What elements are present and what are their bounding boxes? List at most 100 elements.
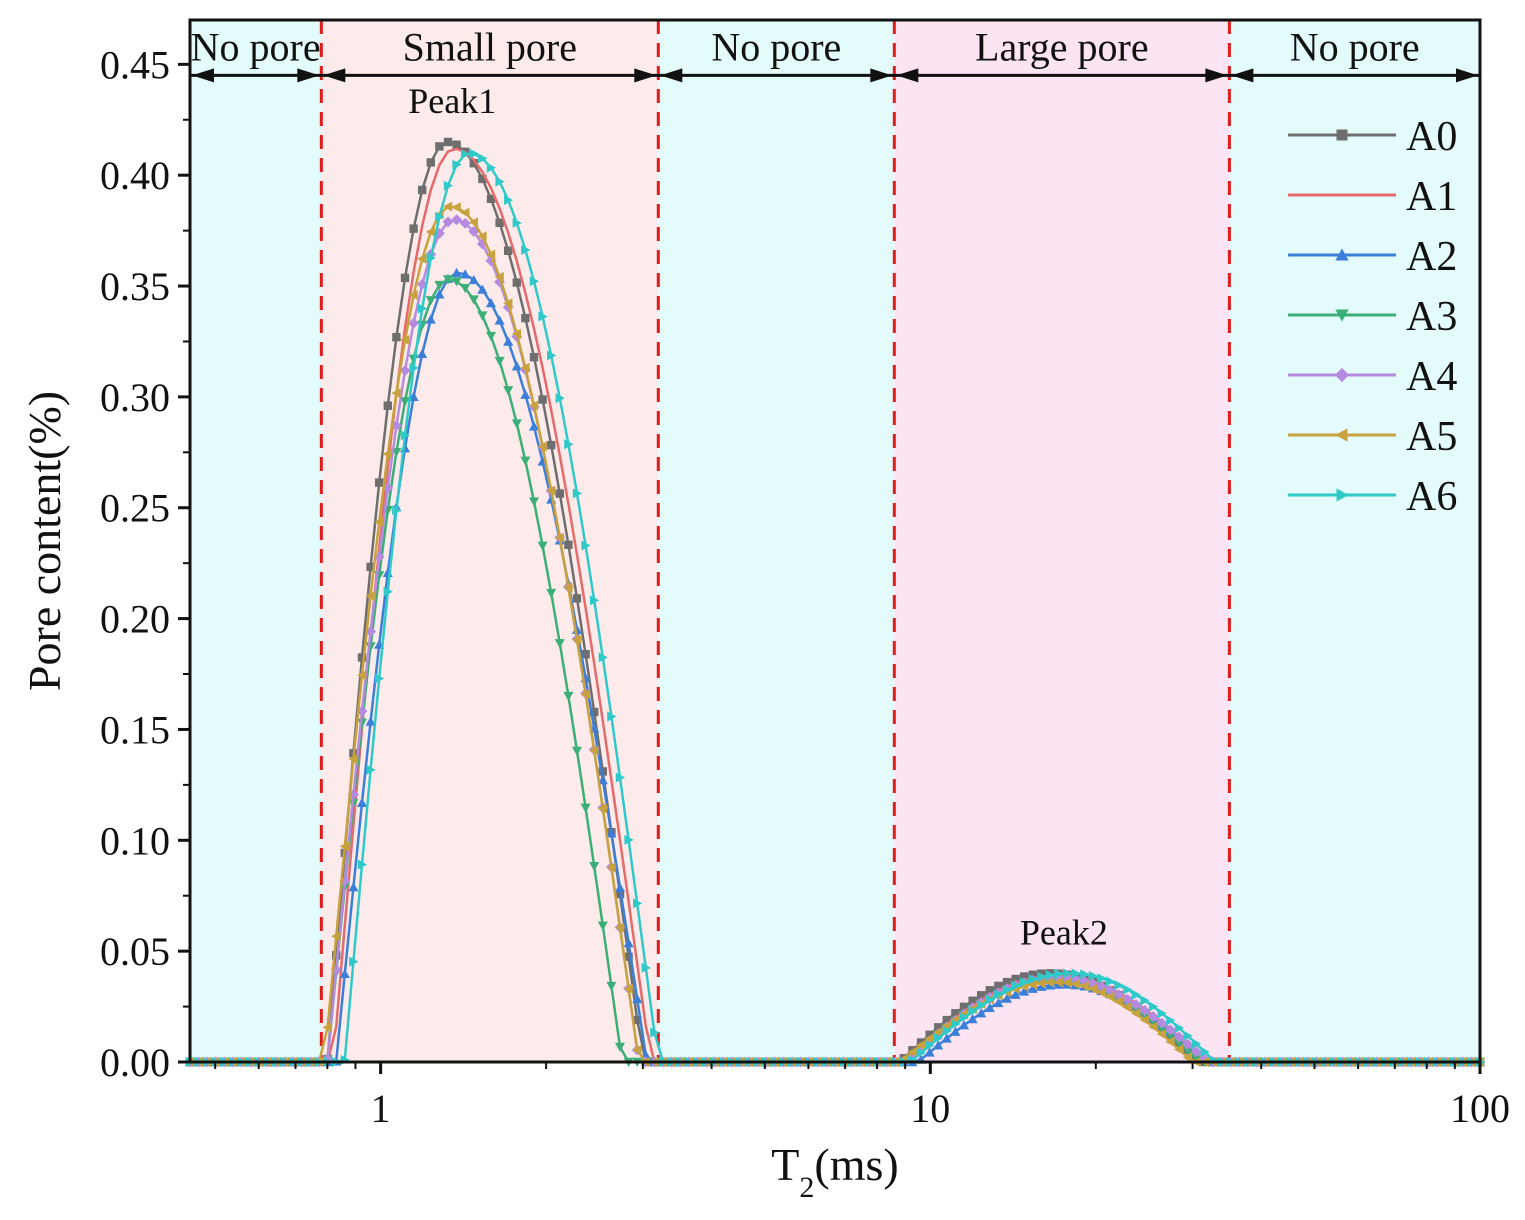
region-label-2: Small pore [403, 25, 577, 70]
marker-A6-111 [1140, 995, 1150, 1006]
marker-A4-101 [1053, 972, 1065, 984]
marker-A4-22 [373, 551, 385, 563]
region-arrow-left-1 [192, 68, 214, 83]
marker-A6-110 [1131, 989, 1142, 1000]
marker-A4-113 [1156, 1017, 1168, 1029]
region-band: No pore Small pore No pore Large pore No por… [190, 25, 1480, 83]
marker-A4-114 [1164, 1024, 1176, 1036]
axis-titles: Pore content(%) T2(ms) [19, 391, 899, 1204]
marker-A6-114 [1166, 1015, 1176, 1026]
marker-A0-44 [564, 540, 573, 549]
marker-A6-23 [383, 586, 393, 597]
marker-A5-18 [339, 841, 349, 852]
legend-item-A4: A4 [1288, 354, 1457, 400]
marker-A2-39 [520, 389, 531, 399]
region-label-3: No pore [711, 25, 841, 70]
marker-A5-44 [563, 582, 573, 593]
marker-A5-43 [554, 532, 564, 543]
marker-A2-34 [477, 284, 488, 294]
legend-label-A0: A0 [1406, 114, 1457, 160]
marker-A4-109 [1121, 993, 1133, 1005]
marker-A4-24 [390, 420, 402, 432]
marker-A5-85 [915, 1040, 926, 1051]
marker-A0-25 [400, 273, 410, 283]
marker-A6-28 [426, 252, 436, 264]
marker-A6-22 [375, 673, 385, 684]
y-tick-label-1: 0.05 [100, 929, 170, 974]
marker-A5-20 [356, 670, 367, 681]
marker-A4-111 [1139, 1004, 1151, 1016]
marker-A4-21 [365, 626, 377, 638]
marker-A2-19 [348, 882, 359, 892]
x-tick-label-0: 1 [371, 1086, 391, 1131]
marker-A2-32 [460, 269, 471, 279]
x-axis-title-unit: (ms) [814, 1139, 898, 1190]
marker-A0-96 [1011, 974, 1020, 984]
marker-A3-47 [589, 861, 600, 872]
marker-A6-53 [641, 962, 651, 973]
marker-A2-37 [503, 336, 514, 346]
marker-A5-39 [520, 362, 530, 373]
marker-A2-38 [511, 361, 522, 371]
marker-A2-40 [528, 421, 540, 431]
marker-A2-49 [606, 828, 617, 838]
marker-A6-95 [1002, 984, 1013, 996]
marker-A4-104 [1078, 975, 1090, 987]
region-label-4: Large pore [975, 25, 1149, 70]
marker-A6-89 [951, 1019, 961, 1030]
marker-A2-90 [958, 1020, 970, 1030]
marker-A2-20 [356, 797, 368, 807]
marker-A5-40 [528, 400, 539, 411]
y-tick-label-6: 0.30 [100, 375, 170, 420]
marker-A5-48 [597, 803, 607, 814]
legend-marker-A4 [1334, 367, 1350, 383]
legend-label-A2: A2 [1406, 234, 1457, 280]
marker-A5-24 [391, 388, 401, 399]
y-tick-label-9: 0.45 [100, 42, 170, 87]
marker-A5-32 [460, 207, 470, 218]
marker-A4-30 [442, 216, 454, 228]
marker-A5-87 [933, 1027, 943, 1038]
marker-A6-108 [1114, 980, 1124, 991]
marker-A6-85 [916, 1047, 927, 1058]
region-bg-3 [658, 20, 895, 1062]
marker-A2-95 [1001, 993, 1013, 1003]
legend-item-A6: A6 [1288, 474, 1457, 520]
marker-A0-36 [495, 218, 504, 227]
marker-A2-18 [339, 968, 350, 978]
peak-label-2: Peak2 [1020, 912, 1108, 952]
region-arrow-left-3 [660, 68, 683, 83]
y-tick-label-0: 0.00 [100, 1040, 170, 1085]
marker-A6-107 [1106, 976, 1116, 987]
marker-A5-113 [1156, 1029, 1166, 1040]
marker-A5-103 [1070, 979, 1080, 990]
plot-frame [188, 18, 1482, 1064]
x-axis-title-subscript: 2 [799, 1171, 814, 1204]
marker-A6-46 [581, 540, 591, 551]
legend-item-A5: A5 [1288, 414, 1457, 460]
marker-A5-109 [1122, 1002, 1132, 1013]
marker-A6-26 [409, 362, 419, 373]
marker-A6-99 [1037, 971, 1047, 982]
marker-A3-43 [554, 639, 565, 649]
marker-A6-105 [1088, 970, 1099, 981]
legend-marker-A6 [1336, 488, 1349, 502]
marker-A2-91 [967, 1013, 978, 1024]
marker-A2-33 [468, 274, 479, 285]
legend-marker-A0 [1336, 129, 1348, 141]
marker-A0-43 [555, 489, 564, 498]
marker-A0-41 [538, 395, 547, 404]
marker-A6-91 [968, 1006, 978, 1017]
marker-A0-26 [409, 224, 418, 233]
marker-A0-22 [375, 478, 384, 487]
marker-A5-100 [1044, 977, 1055, 988]
marker-A3-32 [460, 283, 471, 294]
marker-A5-46 [580, 689, 590, 700]
marker-A4-110 [1130, 999, 1142, 1011]
marker-A3-38 [511, 419, 522, 429]
marker-A5-52 [632, 1044, 642, 1056]
region-arrow-right-3 [870, 68, 893, 83]
x-axis-title: T2(ms) [771, 1139, 898, 1204]
marker-A6-31 [452, 159, 462, 170]
marker-A4-107 [1104, 984, 1116, 996]
